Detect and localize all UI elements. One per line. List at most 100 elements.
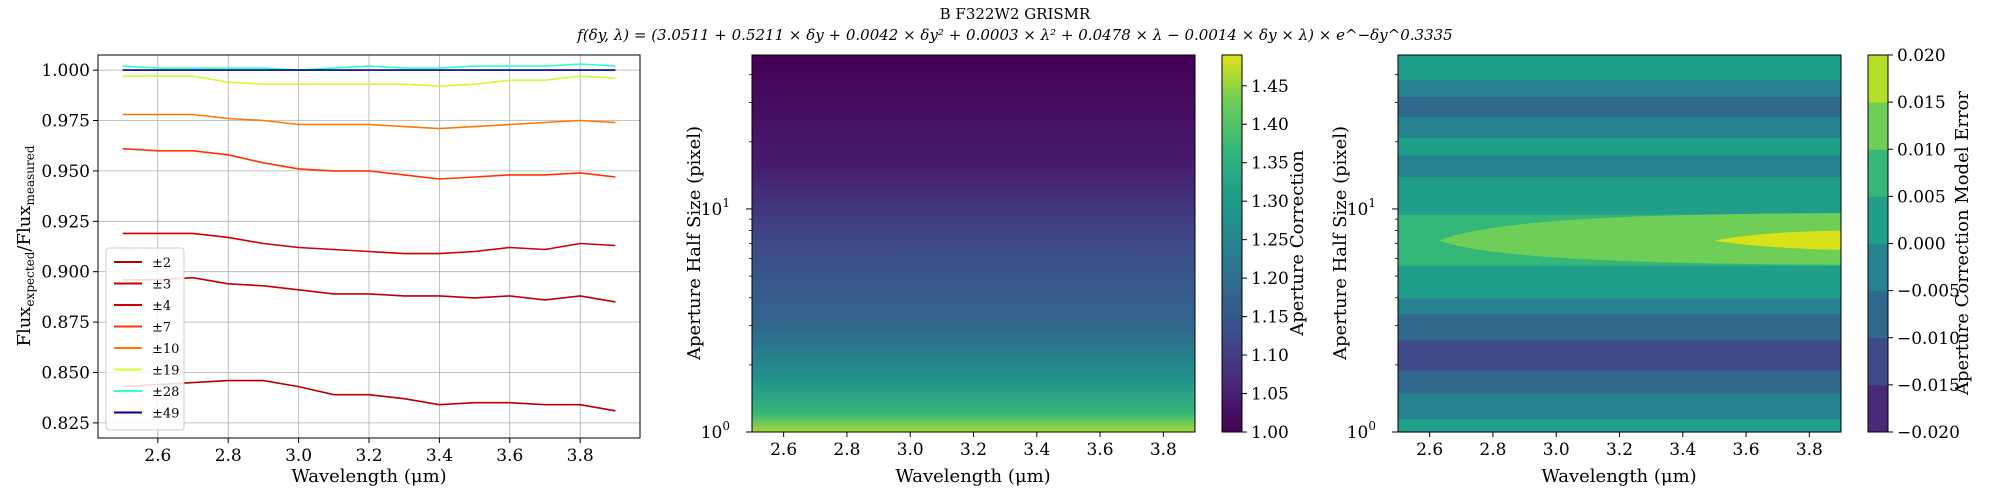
p1-legend-label: ±2 [152,256,171,271]
p2-colorbar-label: Aperture Correction [1287,150,1308,337]
p1-legend-label: ±4 [152,299,171,314]
x-tick-label: 2.8 [833,440,860,460]
p1-y-label: Fluxexpected/Fluxmeasured [14,145,37,346]
x-tick-label: 2.8 [1479,440,1506,460]
p1-legend-items: ±2 ±3 ±4 ±7 ±10 ±19 ±28 ±49 [114,256,179,422]
cb-tick-label: 1.20 [1251,269,1289,289]
p3-x-ticks: 2.6 2.8 3.0 3.2 3.4 3.6 3.8 [1416,432,1823,460]
p1-legend-label: ±19 [152,364,179,379]
p3-band [1398,392,1841,420]
p3-contour-highlight [1439,212,1841,265]
p1-legend-label: ±10 [152,342,179,357]
cb-tick-label: 1.05 [1251,385,1289,405]
p3-x-label: Wavelength (μm) [1541,466,1696,487]
cb-tick-label: 0.010 [1897,140,1946,160]
cb-tick-label: −0.015 [1897,376,1960,396]
y-tick-exp: 1 [722,196,730,210]
p3-colorbar-segment [1868,196,1888,244]
p3-colorbar-segment [1868,243,1888,292]
panel-flux-ratio: 2.6 2.8 3.0 3.2 3.4 3.6 3.8 0.825 0.850 0.875 0.9… [14,54,641,487]
cb-tick-label: 0.005 [1897,187,1946,207]
p3-colorbar-segment [1868,102,1888,150]
p1-y-tick-label: 0.925 [41,212,90,232]
x-tick-label: 3.4 [1023,440,1050,460]
p3-band [1398,339,1841,371]
p1-x-tick-label: 2.6 [144,446,171,466]
x-tick-label: 2.6 [770,440,797,460]
p3-band [1398,418,1841,433]
cb-tick-label: 1.45 [1251,77,1289,97]
p1-legend-label: ±49 [152,407,179,422]
y-tick-label: 101 [701,196,730,220]
p3-band [1398,265,1841,299]
p1-y-label-sub2: measured [23,145,37,205]
p1-y-ticks: 0.825 0.850 0.875 0.900 0.925 0.950 0.975 1.000 [41,61,98,434]
p3-colorbar [1867,54,1889,433]
p1-y-tick-label: 0.975 [41,112,90,132]
cb-tick-label: 1.25 [1251,231,1289,251]
p1-y-tick-label: 0.950 [41,162,90,182]
p3-band [1398,176,1841,215]
p3-band [1398,137,1841,156]
p1-series-line [122,232,616,255]
y-tick-base: 10 [701,423,723,443]
p3-colorbar-segment [1868,55,1888,103]
p1-series-lines [122,63,616,412]
y-tick-label: 101 [1347,196,1376,220]
p3-colorbar-ticks: −0.020 −0.015 −0.010 −0.005 0.000 0.005 0.010 0… [1888,46,1960,443]
x-tick-label: 3.8 [1150,440,1177,460]
y-tick-exp: 0 [722,419,730,433]
p1-series-line [122,75,616,88]
p3-band [1398,154,1841,177]
p3-y-label: Aperture Half Size (pixel) [1330,126,1351,361]
p1-x-label: Wavelength (μm) [291,466,446,487]
p3-contour-peak [1714,230,1841,250]
p3-band [1398,96,1841,117]
p1-y-tick-label: 0.900 [41,263,90,283]
p1-x-ticks: 2.6 2.8 3.0 3.2 3.4 3.6 3.8 [144,438,594,466]
p3-colorbar-label: Aperture Correction Model Error [1952,91,1973,396]
p2-heatmap [752,55,1195,432]
figure-title: B F322W2 GRISMR [940,5,1091,23]
cb-tick-label: −0.020 [1897,423,1960,443]
p3-colorbar-segment [1868,337,1888,386]
p1-y-tick-label: 1.000 [41,61,90,81]
p2-y-label: Aperture Half Size (pixel) [684,126,705,361]
cb-tick-label: 1.00 [1251,423,1289,443]
x-tick-label: 3.8 [1796,440,1823,460]
p3-colorbar-segment [1868,384,1888,433]
p1-y-label-main: Flux [14,307,35,347]
y-tick-label: 100 [701,419,730,443]
p1-legend-box [105,247,185,431]
cb-tick-label: 1.15 [1251,308,1289,328]
p2-colorbar [1221,54,1243,433]
p1-series-line [122,113,616,130]
p1-x-tick-label: 2.8 [215,446,242,466]
p1-series-line [122,63,616,71]
p1-x-tick-label: 3.8 [567,446,594,466]
cb-tick-label: 1.10 [1251,346,1289,366]
x-tick-label: 3.2 [1606,440,1633,460]
cb-tick-label: −0.010 [1897,329,1960,349]
x-tick-label: 3.6 [1733,440,1760,460]
cb-tick-label: 1.40 [1251,115,1289,135]
cb-tick-label: 0.000 [1897,235,1946,255]
p2-x-ticks: 2.6 2.8 3.0 3.2 3.4 3.6 3.8 [770,432,1177,460]
p3-colorbar-segment [1868,290,1888,339]
y-tick-label: 100 [1347,419,1376,443]
p1-legend: ±2 ±3 ±4 ±7 ±10 ±19 ±28 ±49 [105,247,185,431]
p1-y-tick-label: 0.850 [41,363,90,383]
y-tick-base: 10 [1347,423,1369,443]
x-tick-label: 3.4 [1669,440,1696,460]
x-tick-label: 3.0 [897,440,924,460]
p1-x-tick-label: 3.4 [426,446,453,466]
figure-formula: f(δy, λ) = (3.0511 + 0.5211 × δy + 0.004… [576,26,1452,44]
y-tick-exp: 0 [1368,419,1376,433]
p1-x-tick-label: 3.0 [285,446,312,466]
p3-band [1398,297,1841,315]
y-tick-exp: 1 [1368,196,1376,210]
y-tick-base: 10 [1347,200,1369,220]
p1-series-line [122,379,616,412]
